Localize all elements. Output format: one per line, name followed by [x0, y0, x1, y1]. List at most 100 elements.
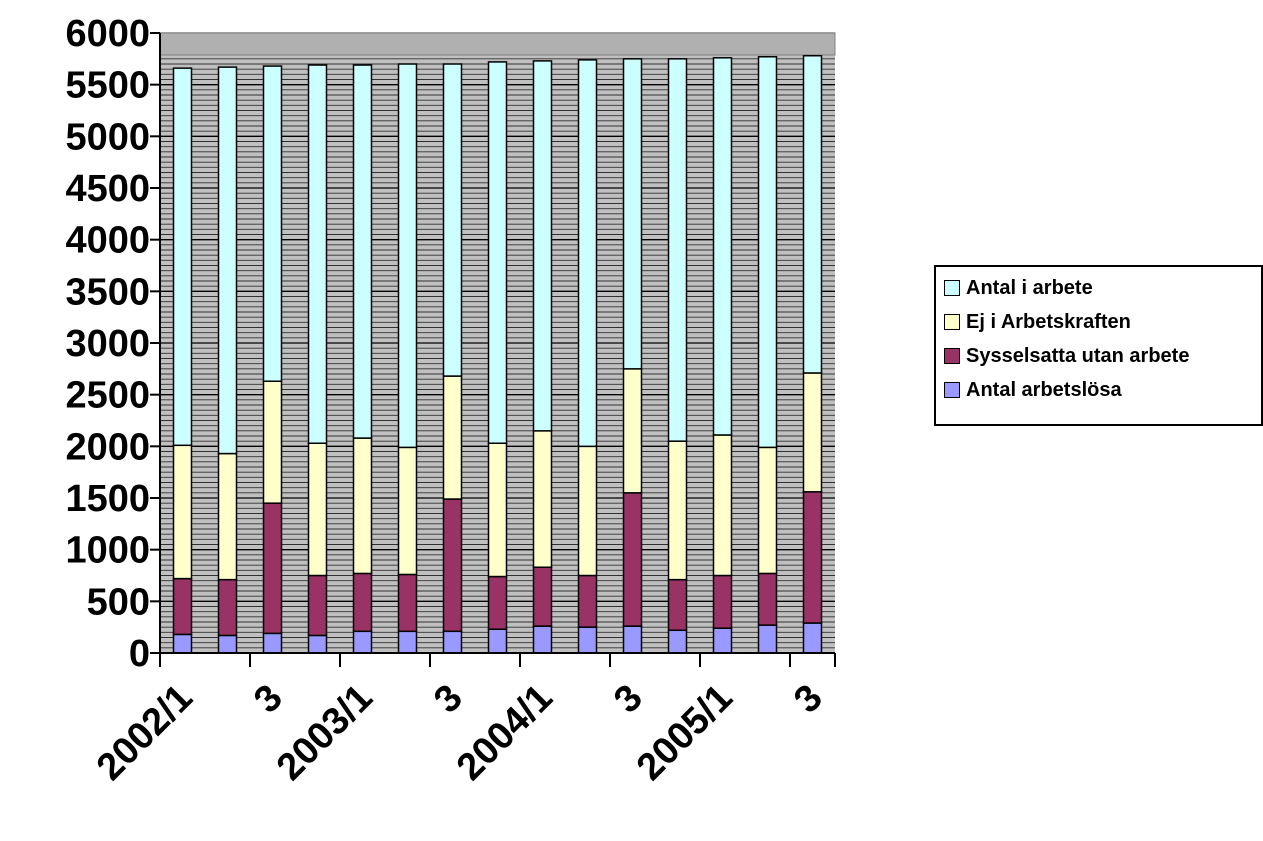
bar-segment — [667, 578, 688, 632]
bar-segment — [667, 58, 688, 442]
bar-segment — [172, 633, 193, 654]
y-tick-label: 5500 — [65, 65, 150, 107]
x-tick-label: 2005/1 — [629, 677, 741, 789]
legend-item: Sysselsatta utan arbete — [944, 339, 1261, 373]
bar-segment — [487, 628, 508, 654]
x-tick-label: 2002/1 — [89, 677, 201, 789]
bar-segment — [442, 498, 463, 633]
bar-segment — [397, 573, 418, 633]
x-tick-label: 2003/1 — [269, 677, 381, 789]
bar-segment — [172, 444, 193, 580]
plot-top-band — [159, 32, 836, 56]
y-tick-label: 2500 — [65, 375, 150, 417]
y-tick-label: 2000 — [65, 426, 150, 468]
bar-segment — [307, 634, 328, 654]
bar-segment — [487, 442, 508, 578]
bar-segment — [532, 566, 553, 627]
bar-segment — [487, 575, 508, 630]
legend-item: Ej i Arbetskraften — [944, 305, 1261, 339]
y-tick-label: 6000 — [65, 13, 150, 55]
x-tick-label: 3 — [246, 677, 291, 722]
bar-segment — [802, 54, 823, 374]
legend-label: Sysselsatta utan arbete — [966, 344, 1190, 367]
bar-segment — [577, 574, 598, 628]
axes — [150, 32, 836, 667]
legend-item: Antal i arbete — [944, 271, 1261, 305]
bar-segment — [352, 437, 373, 575]
bar-segment — [442, 63, 463, 377]
bar-segment — [667, 440, 688, 581]
y-tick-label: 3500 — [65, 271, 150, 313]
bar-segment — [262, 502, 283, 635]
bar-segment — [487, 61, 508, 444]
bar-segment — [577, 445, 598, 577]
bar-segment — [262, 65, 283, 382]
bar-segment — [622, 625, 643, 654]
y-tick-label: 500 — [87, 581, 150, 623]
bar-segment — [577, 626, 598, 654]
x-tick-label: 3 — [426, 677, 471, 722]
bar-segment — [757, 446, 778, 575]
y-tick-label: 3000 — [65, 323, 150, 365]
bar-segment — [757, 56, 778, 449]
bar-segment — [802, 622, 823, 654]
legend-swatch — [944, 314, 960, 330]
bar-segment — [352, 630, 373, 654]
bar-segment — [307, 64, 328, 444]
bar-segment — [352, 64, 373, 439]
y-tick-label: 1000 — [65, 530, 150, 572]
bar-segment — [712, 57, 733, 436]
y-tick-label: 0 — [129, 633, 150, 675]
legend-label: Antal arbetslösa — [966, 378, 1122, 401]
bars — [172, 54, 823, 654]
bar-segment — [712, 627, 733, 654]
bar-segment — [667, 629, 688, 654]
bar-segment — [802, 491, 823, 624]
bar-segment — [532, 430, 553, 568]
bar-segment — [172, 67, 193, 447]
bar-segment — [577, 59, 598, 448]
bar-segment — [307, 574, 328, 637]
bar-segment — [532, 60, 553, 432]
legend-swatch — [944, 348, 960, 364]
bar-segment — [262, 632, 283, 654]
y-tick-label: 4000 — [65, 220, 150, 262]
legend-swatch — [944, 382, 960, 398]
bar-segment — [622, 492, 643, 627]
legend-label: Antal i arbete — [966, 276, 1093, 299]
bar-segment — [217, 578, 238, 637]
y-axis-tick-labels: 0 500 1000 1500 2000 2500 3000 3500 4000 4500 5000… — [65, 13, 150, 675]
x-tick-label: 3 — [606, 677, 651, 722]
bar-segment — [532, 625, 553, 654]
bar-segment — [622, 58, 643, 370]
x-tick-label: 2004/1 — [449, 677, 561, 789]
bar-segment — [217, 452, 238, 581]
bar-segment — [712, 434, 733, 577]
y-tick-label: 1500 — [65, 478, 150, 520]
bar-segment — [712, 574, 733, 629]
legend-item: Antal arbetslösa — [944, 373, 1261, 407]
bar-segment — [757, 624, 778, 654]
bar-segment — [442, 375, 463, 500]
legend: Antal i arbete Ej i Arbetskraften Syssel… — [934, 265, 1263, 426]
bar-segment — [352, 572, 373, 633]
bar-segment — [307, 442, 328, 577]
bar-segment — [262, 380, 283, 504]
bar-segment — [442, 630, 463, 654]
y-tick-label: 5000 — [65, 116, 150, 158]
bar-segment — [397, 446, 418, 576]
x-tick-label: 3 — [786, 677, 831, 722]
legend-label: Ej i Arbetskraften — [966, 310, 1131, 333]
bar-segment — [397, 63, 418, 449]
bar-segment — [757, 572, 778, 626]
bar-segment — [217, 634, 238, 654]
legend-swatch — [944, 280, 960, 296]
y-tick-label: 4500 — [65, 168, 150, 210]
bar-segment — [217, 66, 238, 455]
bar-segment — [802, 372, 823, 493]
bar-segment — [622, 368, 643, 494]
bar-segment — [172, 577, 193, 636]
bar-segment — [397, 630, 418, 654]
